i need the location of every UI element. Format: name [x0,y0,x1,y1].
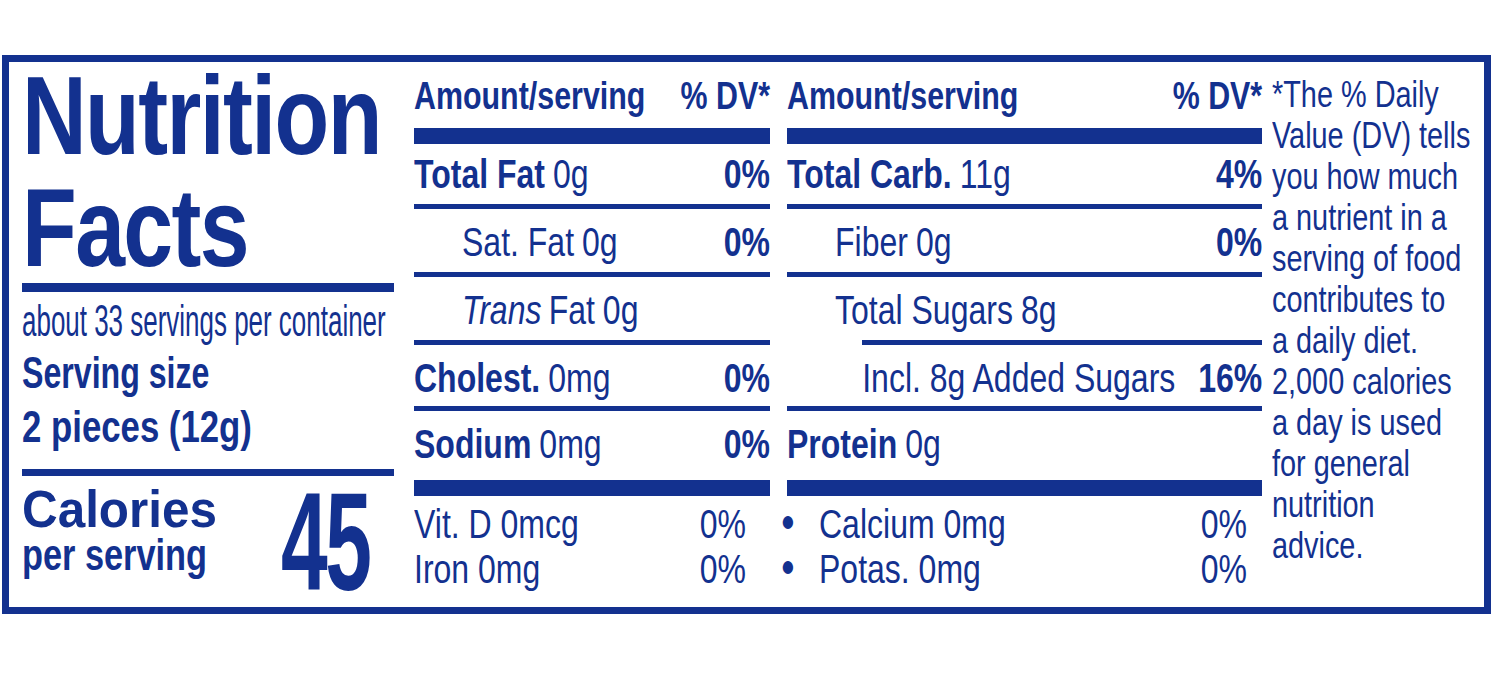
nutrient-row-added-sugars: Incl. 8g Added Sugars 16% [787,352,1262,404]
title-line-2: Facts [22,172,248,284]
micronutrient-name: Calcium 0mg [787,502,1006,546]
micronutrient-name: Potas. 0mg [787,547,981,591]
footnote-line: *The % Daily [1272,74,1490,115]
bullet-separator-icon: ● [781,551,796,581]
micronutrient-row-vitd: Vit. D 0mcg 0% [414,502,770,546]
footnote-line: a nutrient in a [1272,197,1490,238]
serving-size-label: Serving size [22,351,209,395]
title-line-1: Nutrition [22,60,381,172]
nutrient-dv: 4% [1216,148,1262,200]
footnote-line: you how much [1272,156,1490,197]
thick-bar [787,128,1262,144]
nutrient-label: Total Carb. [787,148,952,200]
nutrient-value: 8g [1021,284,1057,336]
nutrient-value: 0g [553,148,589,200]
nutrient-dv: 0% [724,418,770,470]
micronutrient-row-iron: Iron 0mg 0% [414,547,770,591]
micronutrient-dv: 0% [700,502,746,546]
micronutrient-row-potassium: ● Potas. 0mg 0% [787,547,1262,591]
header-amount-serving: Amount/serving [787,74,1018,118]
nutrient-label: Fiber [835,216,908,268]
nutrient-label: Incl. 8g Added Sugars [862,352,1175,404]
thin-rule [414,204,770,209]
nutrient-label: Sodium [414,418,531,470]
footnote-line: a day is used [1272,402,1490,443]
nutrient-label: Total Fat [414,148,545,200]
thin-rule [787,406,1262,411]
nutrient-row-total-fat: Total Fat0g 0% [414,148,770,200]
micronutrient-row-calcium: ● Calcium 0mg 0% [787,502,1262,546]
nutrient-row-sodium: Sodium0mg 0% [414,418,770,470]
nutrient-row-total-carb: Total Carb.11g 4% [787,148,1262,200]
servings-per-container: about 33 servings per container [22,299,386,343]
nutrient-dv: 0% [724,216,770,268]
column-header: Amount/serving % DV* [414,74,770,118]
nutrient-label: Fat [549,284,595,336]
nutrient-value: 0mg [548,352,610,404]
column-header: Amount/serving % DV* [787,74,1262,118]
header-percent-dv: % DV* [680,74,770,118]
footnote-line: nutrition [1272,484,1490,525]
micronutrient-name: Iron 0mg [414,547,540,591]
thin-rule [787,204,1262,209]
nutrient-value: 0mg [539,418,601,470]
micronutrient-dv: 0% [1201,547,1247,591]
serving-size-value: 2 pieces (12g) [22,405,252,449]
calories-sublabel: per serving [22,533,207,577]
thin-rule [414,406,770,411]
nutrient-value: 0g [905,418,941,470]
micronutrient-dv: 0% [700,547,746,591]
nutrient-value: 11g [960,148,1011,200]
nutrient-dv: 0% [724,148,770,200]
thin-rule [414,340,770,345]
nutrient-label: Sat. Fat [462,216,574,268]
footnote-line: serving of food [1272,238,1490,279]
nutrient-column-left: Amount/serving % DV* Total Fat0g 0% Sat.… [414,0,770,674]
header-amount-serving: Amount/serving [414,74,645,118]
bullet-separator-icon: ● [781,506,796,536]
footnote-line: contributes to [1272,279,1490,320]
nutrition-facts-label: Nutrition Facts about 33 servings per co… [0,0,1500,674]
micronutrient-dv: 0% [1201,502,1247,546]
thick-bar [787,480,1262,496]
nutrient-label: Total Sugars [835,284,1013,336]
nutrient-value: 0g [916,216,952,268]
nutrient-row-sat-fat: Sat. Fat0g 0% [414,216,770,268]
nutrient-row-trans-fat: TransFat0g [414,284,770,336]
nutrient-row-cholesterol: Cholest.0mg 0% [414,352,770,404]
nutrient-row-fiber: Fiber0g 0% [787,216,1262,268]
calories-label: Calories [22,483,217,535]
footnote-line: a daily diet. [1272,320,1490,361]
nutrient-row-total-sugars: Total Sugars8g [787,284,1262,336]
nutrient-label: Protein [787,418,897,470]
header-percent-dv: % DV* [1173,74,1263,118]
nutrient-label: Cholest. [414,352,540,404]
thick-bar [414,128,770,144]
nutrient-dv: 0% [724,352,770,404]
footnote-line: Value (DV) tells [1272,115,1490,156]
micronutrient-name: Vit. D 0mcg [414,502,579,546]
daily-value-footnote: *The % Daily Value (DV) tells you how mu… [1272,74,1490,566]
nutrient-dv: 16% [1198,352,1262,404]
title-divider [22,283,394,292]
thick-bar [414,480,770,496]
thin-rule [414,272,770,277]
footnote-line: for general [1272,443,1490,484]
thin-rule-indented [862,340,1262,345]
calories-value: 45 [281,472,370,612]
nutrient-value: 0g [603,284,639,336]
nutrient-value: 0g [582,216,618,268]
thin-rule [787,272,1262,277]
nutrient-label-italic: Trans [462,284,541,336]
nutrient-dv: 0% [1216,216,1262,268]
nutrient-column-right: Amount/serving % DV* Total Carb.11g 4% F… [787,0,1262,674]
footnote-line: advice. [1272,525,1490,566]
nutrient-row-protein: Protein0g [787,418,1262,470]
footnote-line: 2,000 calories [1272,361,1490,402]
